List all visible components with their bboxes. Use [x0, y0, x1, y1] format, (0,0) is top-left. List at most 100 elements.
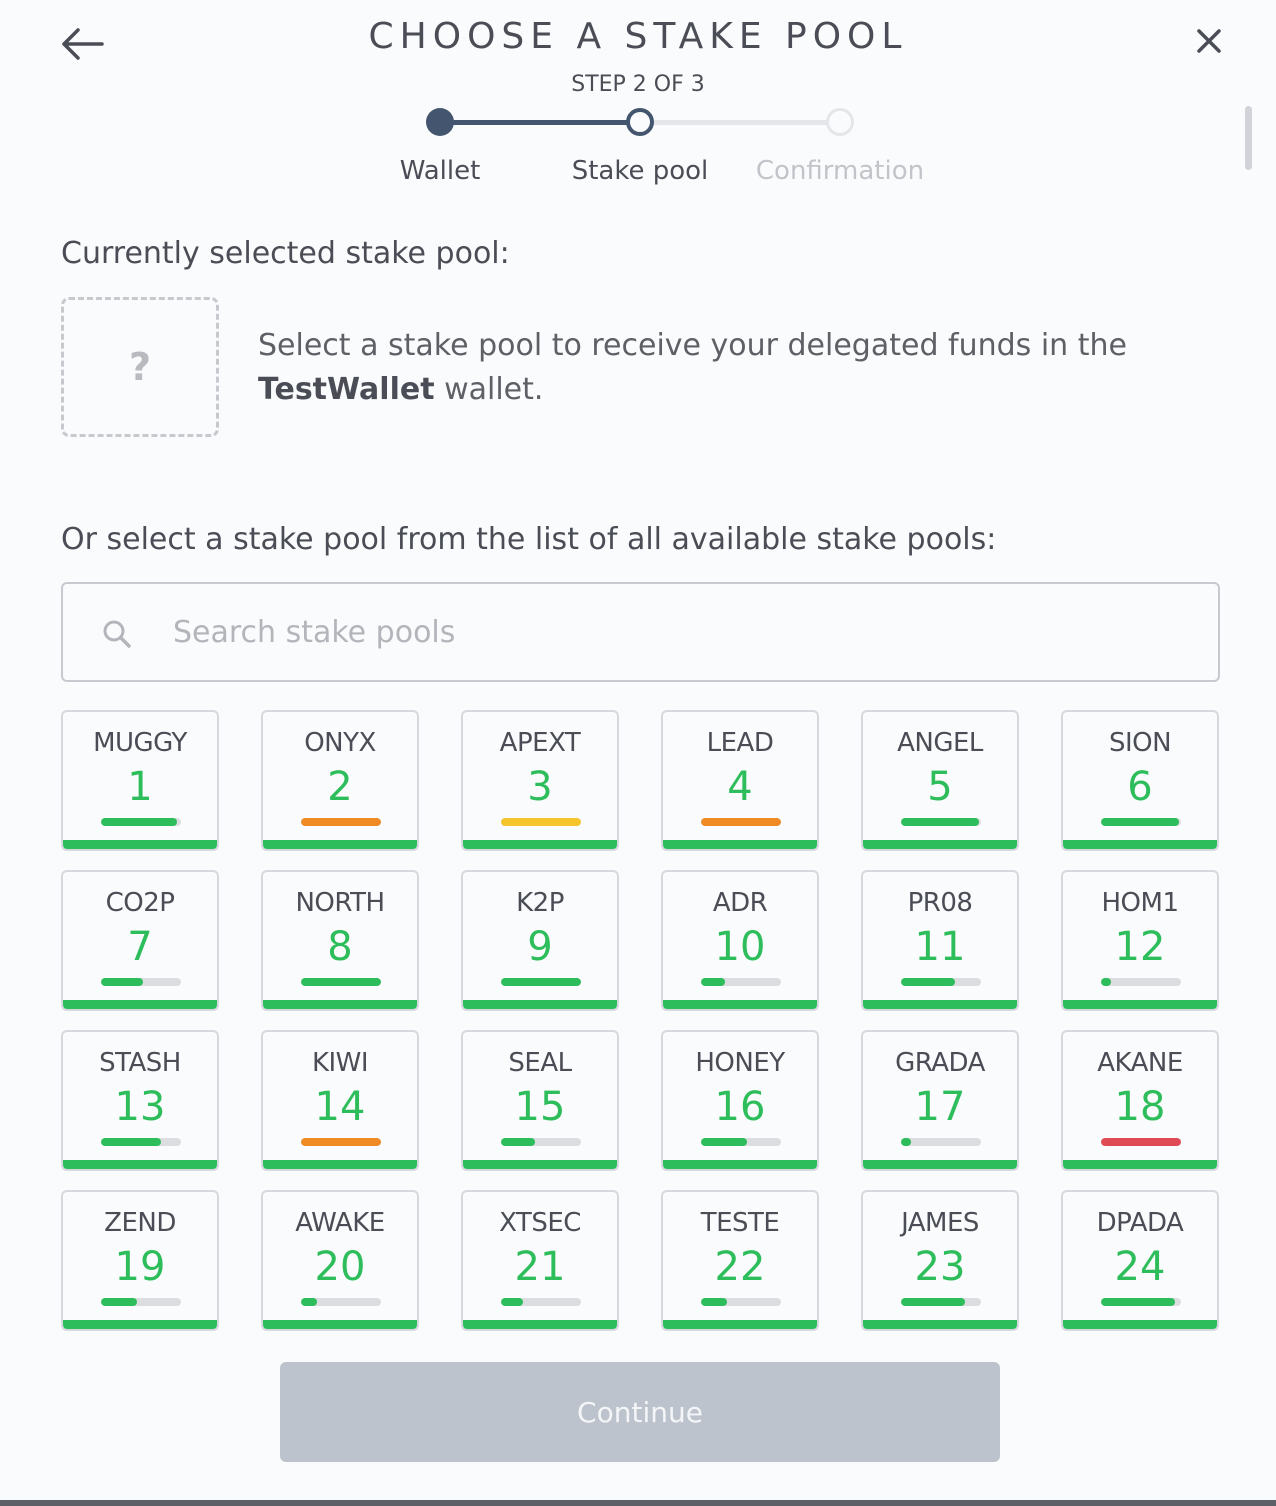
stake-pool-tile[interactable]: ANGEL 5: [861, 710, 1019, 851]
search-box[interactable]: [61, 582, 1220, 682]
stake-pool-tile[interactable]: HONEY 16: [661, 1030, 819, 1171]
tile-status-stripe: [463, 1000, 617, 1009]
tile-status-stripe: [63, 1320, 217, 1329]
saturation-bar-fill: [301, 818, 381, 826]
stepper-line-completed: [440, 120, 640, 125]
stake-pool-tile[interactable]: SEAL 15: [461, 1030, 619, 1171]
stake-pool-tile[interactable]: TESTE 22: [661, 1190, 819, 1331]
stake-pool-tile[interactable]: CO2P 7: [61, 870, 219, 1011]
saturation-bar: [501, 1138, 581, 1146]
pool-rank: 18: [1114, 1084, 1166, 1130]
stake-pool-tile[interactable]: XTSEC 21: [461, 1190, 619, 1331]
pool-ticker: APEXT: [499, 728, 581, 758]
stake-pool-tile[interactable]: NORTH 8: [261, 870, 419, 1011]
arrow-left-icon: [62, 28, 104, 60]
stake-pool-tile[interactable]: MUGGY 1: [61, 710, 219, 851]
stake-pool-tile[interactable]: ONYX 2: [261, 710, 419, 851]
saturation-bar-fill: [501, 978, 581, 986]
pool-rank: 21: [514, 1244, 566, 1290]
pool-ticker: DPADA: [1096, 1208, 1184, 1238]
tile-status-stripe: [1063, 1000, 1217, 1009]
saturation-bar-fill: [301, 978, 381, 986]
stake-pool-tile[interactable]: LEAD 4: [661, 710, 819, 851]
step-indicator-text: STEP 2 OF 3: [571, 72, 705, 97]
pool-rank: 16: [714, 1084, 766, 1130]
stake-pool-tile[interactable]: PR08 11: [861, 870, 1019, 1011]
stake-pool-tile[interactable]: GRADA 17: [861, 1030, 1019, 1171]
saturation-bar: [301, 978, 381, 986]
stake-pool-tile[interactable]: HOM1 12: [1061, 870, 1219, 1011]
selected-pool-placeholder: ?: [61, 297, 219, 437]
pool-rank: 3: [527, 764, 553, 810]
saturation-bar: [101, 978, 181, 986]
pool-ticker: SION: [1108, 728, 1172, 758]
pool-rank: 1: [127, 764, 153, 810]
saturation-bar-fill: [101, 978, 143, 986]
saturation-bar: [701, 1138, 781, 1146]
stake-pool-tile[interactable]: ZEND 19: [61, 1190, 219, 1331]
saturation-bar: [101, 818, 181, 826]
pool-rank: 9: [527, 924, 553, 970]
saturation-bar: [901, 1298, 981, 1306]
saturation-bar-fill: [901, 1138, 911, 1146]
stake-pool-tile[interactable]: K2P 9: [461, 870, 619, 1011]
saturation-bar-fill: [101, 1138, 161, 1146]
tile-status-stripe: [863, 1160, 1017, 1169]
currently-selected-label: Currently selected stake pool:: [61, 236, 510, 271]
pool-ticker: NORTH: [295, 888, 385, 918]
saturation-bar-fill: [301, 1298, 317, 1306]
tile-status-stripe: [63, 840, 217, 849]
saturation-bar: [101, 1138, 181, 1146]
stake-pool-tile[interactable]: JAMES 23: [861, 1190, 1019, 1331]
dialog-title: CHOOSE A STAKE POOL: [368, 16, 908, 57]
saturation-bar: [701, 978, 781, 986]
stake-pool-tile[interactable]: SION 6: [1061, 710, 1219, 851]
close-button[interactable]: [1190, 22, 1228, 60]
tile-status-stripe: [263, 1320, 417, 1329]
stake-pool-tile[interactable]: DPADA 24: [1061, 1190, 1219, 1331]
pool-ticker: ONYX: [304, 728, 376, 758]
pool-rank: 17: [914, 1084, 966, 1130]
saturation-bar-fill: [901, 978, 955, 986]
pool-rank: 5: [927, 764, 953, 810]
back-button[interactable]: [58, 22, 106, 66]
step-label-stake-pool: Stake pool: [571, 156, 709, 186]
tile-status-stripe: [263, 840, 417, 849]
saturation-bar-fill: [701, 818, 781, 826]
tile-status-stripe: [63, 1160, 217, 1169]
saturation-bar-fill: [301, 1138, 381, 1146]
saturation-bar-fill: [101, 818, 177, 826]
saturation-bar-fill: [701, 1138, 747, 1146]
stake-pool-tile[interactable]: AKANE 18: [1061, 1030, 1219, 1171]
pool-ticker: CO2P: [105, 888, 175, 918]
saturation-bar: [501, 818, 581, 826]
tile-status-stripe: [663, 840, 817, 849]
saturation-bar-fill: [1101, 1138, 1181, 1146]
search-input[interactable]: [173, 604, 1173, 660]
pool-rank: 6: [1127, 764, 1153, 810]
pool-ticker: ANGEL: [897, 728, 983, 758]
tile-status-stripe: [463, 1160, 617, 1169]
pool-rank: 14: [314, 1084, 366, 1130]
stake-pool-tile[interactable]: KIWI 14: [261, 1030, 419, 1171]
pool-rank: 15: [514, 1084, 566, 1130]
saturation-bar-fill: [1101, 978, 1111, 986]
tile-status-stripe: [463, 1320, 617, 1329]
stake-pool-tile[interactable]: STASH 13: [61, 1030, 219, 1171]
stake-pool-tile[interactable]: ADR 10: [661, 870, 819, 1011]
step-label-wallet: Wallet: [399, 156, 481, 186]
saturation-bar: [301, 1298, 381, 1306]
step-label-confirmation: Confirmation: [755, 156, 925, 186]
stake-pool-tile[interactable]: AWAKE 20: [261, 1190, 419, 1331]
scrollbar-thumb[interactable]: [1245, 106, 1252, 170]
search-icon: [103, 620, 131, 648]
continue-button[interactable]: Continue: [280, 1362, 1000, 1462]
pool-ticker: HONEY: [695, 1048, 785, 1078]
window-bottom-edge: [0, 1500, 1276, 1506]
question-mark-icon: ?: [128, 345, 152, 389]
step-dot-confirmation: [826, 108, 854, 136]
tile-status-stripe: [1063, 1320, 1217, 1329]
saturation-bar: [301, 818, 381, 826]
stake-pool-tile[interactable]: APEXT 3: [461, 710, 619, 851]
